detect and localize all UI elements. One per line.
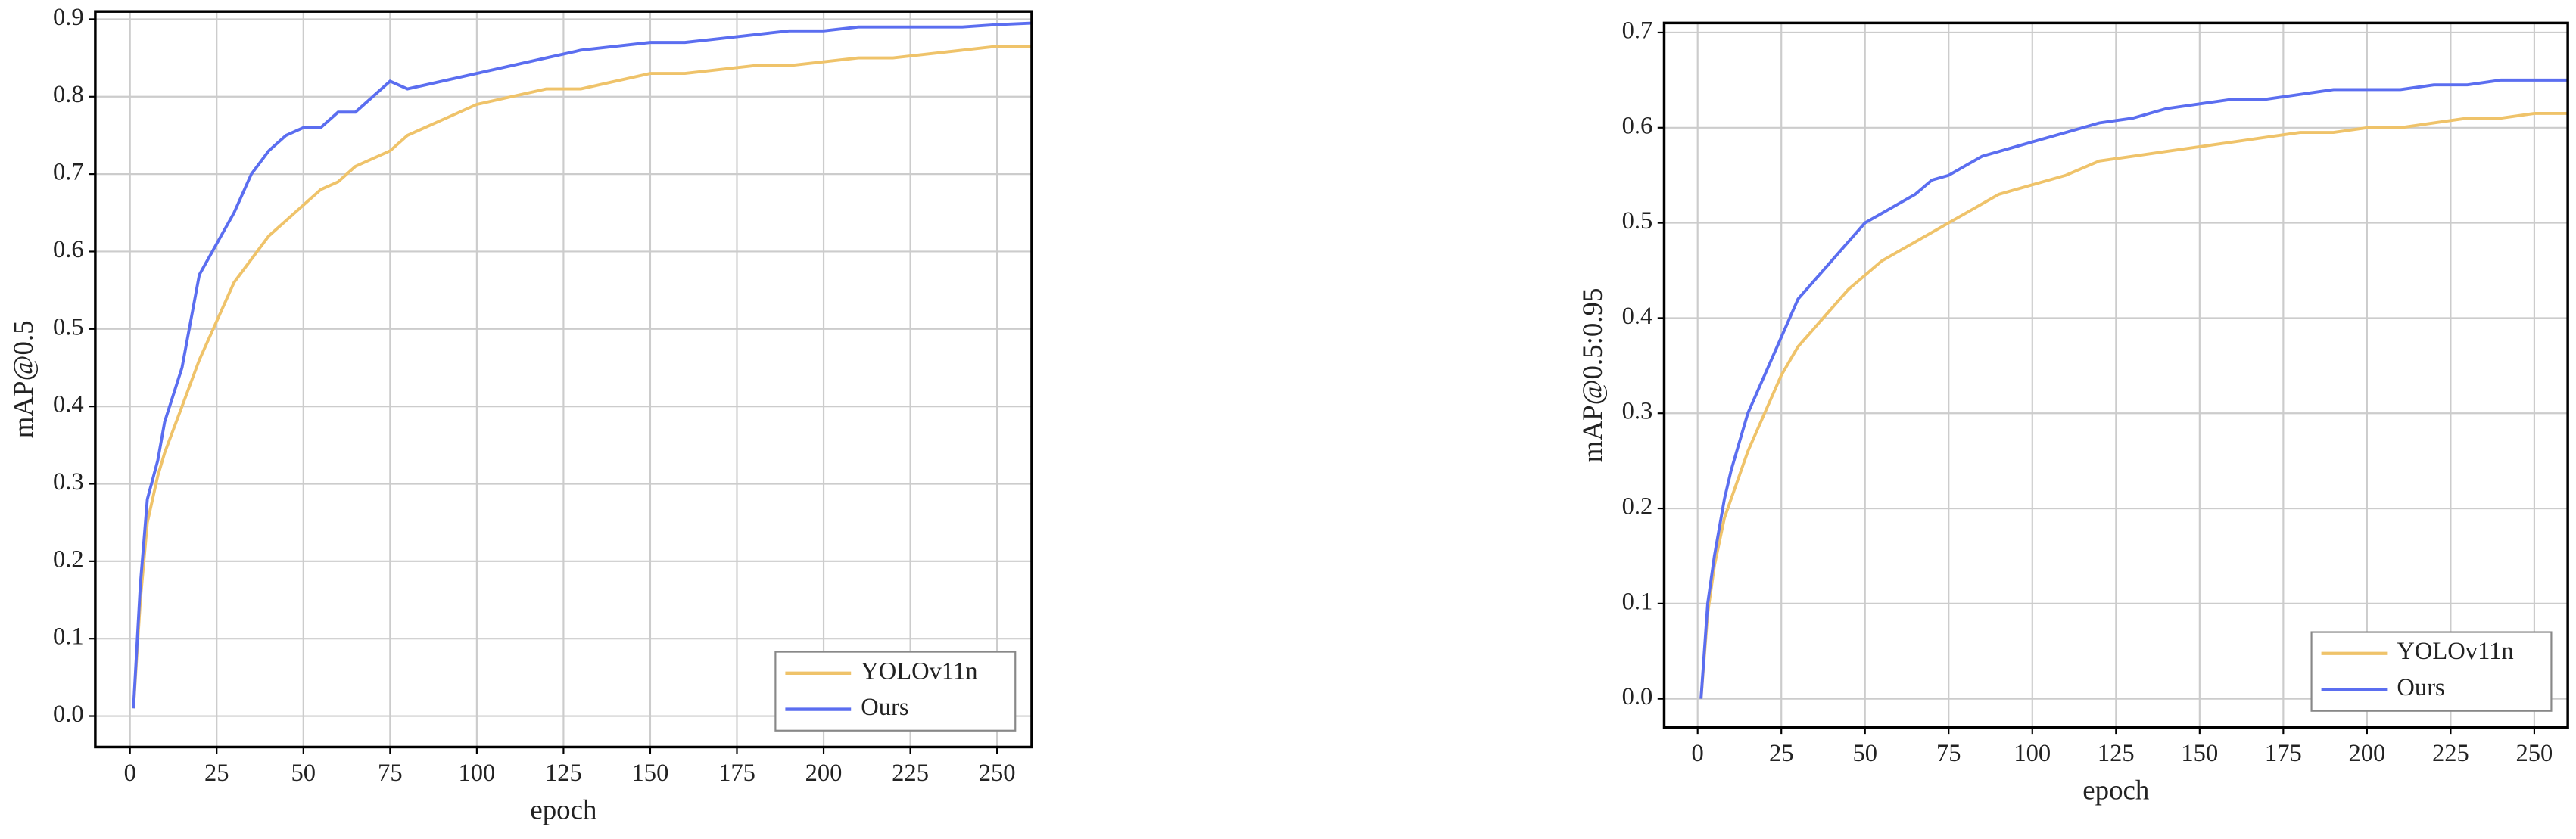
x-tick-label: 100 — [2014, 740, 2051, 767]
x-tick-label: 250 — [979, 760, 1016, 787]
x-tick-label: 150 — [632, 760, 669, 787]
x-tick-label: 200 — [2348, 740, 2385, 767]
x-axis-label: epoch — [2082, 775, 2149, 806]
y-tick-label: 0.3 — [1622, 398, 1653, 425]
legend-label: YOLOv11n — [861, 657, 977, 685]
y-tick-label: 0.2 — [1622, 493, 1653, 520]
legend-label: Ours — [2397, 674, 2444, 701]
y-tick-label: 0.1 — [53, 623, 84, 651]
y-tick-label: 0.9 — [53, 4, 84, 31]
y-tick-label: 0.7 — [1622, 17, 1653, 44]
plot-frame — [1662, 21, 2569, 729]
x-tick-label: 250 — [2516, 740, 2553, 767]
x-tick-label: 50 — [291, 760, 316, 787]
y-tick-label: 0.6 — [53, 236, 84, 263]
x-tick-label: 25 — [1769, 740, 1794, 767]
y-tick-label: 0.0 — [1622, 683, 1653, 710]
x-tick-label: 75 — [1936, 740, 1961, 767]
x-tick-label: 150 — [2181, 740, 2218, 767]
y-tick-label: 0.4 — [53, 391, 84, 418]
x-tick-label: 125 — [2098, 740, 2135, 767]
legend-box — [2310, 631, 2553, 712]
y-tick-label: 0.5 — [53, 313, 84, 340]
x-tick-label: 200 — [805, 760, 843, 787]
y-axis-label: mAP@0.5 — [8, 320, 39, 438]
plot-frame — [94, 10, 1033, 749]
legend-label: Ours — [861, 694, 908, 721]
series-line — [132, 21, 1032, 709]
x-tick-label: 0 — [124, 760, 136, 787]
x-axis-label: epoch — [530, 794, 596, 825]
chart: 0 25 50 75 100 125 150 175 200 225 250 0.0 0.1 0.2 0.3… — [8, 4, 1033, 825]
y-tick-label: 0.3 — [53, 468, 84, 496]
x-tick-label: 100 — [458, 760, 495, 787]
y-tick-label: 0.5 — [1622, 207, 1653, 235]
x-tick-label: 175 — [2265, 740, 2302, 767]
x-tick-label: 225 — [892, 760, 929, 787]
legend-box — [774, 651, 1017, 732]
x-tick-label: 175 — [718, 760, 755, 787]
x-tick-label: 125 — [545, 760, 582, 787]
x-tick-label: 75 — [378, 760, 403, 787]
series-line — [1699, 78, 2568, 699]
y-tick-label: 0.8 — [53, 81, 84, 108]
legend-label: YOLOv11n — [2397, 638, 2513, 665]
y-tick-label: 0.7 — [53, 159, 84, 186]
x-tick-label: 225 — [2432, 740, 2469, 767]
y-tick-label: 0.6 — [1622, 112, 1653, 139]
y-tick-label: 0.0 — [53, 701, 84, 728]
y-axis-label: mAP@0.5:0.95 — [1577, 288, 1608, 463]
y-tick-label: 0.2 — [53, 545, 84, 573]
x-tick-label: 50 — [1852, 740, 1877, 767]
x-tick-label: 25 — [204, 760, 229, 787]
x-tick-label: 0 — [1692, 740, 1704, 767]
y-tick-label: 0.1 — [1622, 588, 1653, 615]
chart: 0 25 50 75 100 125 150 175 200 225 250 0.0 0.1 0.2 0.3… — [1577, 17, 2569, 806]
y-tick-label: 0.4 — [1622, 303, 1653, 330]
series-line — [1699, 111, 2568, 699]
series-line — [132, 45, 1032, 709]
